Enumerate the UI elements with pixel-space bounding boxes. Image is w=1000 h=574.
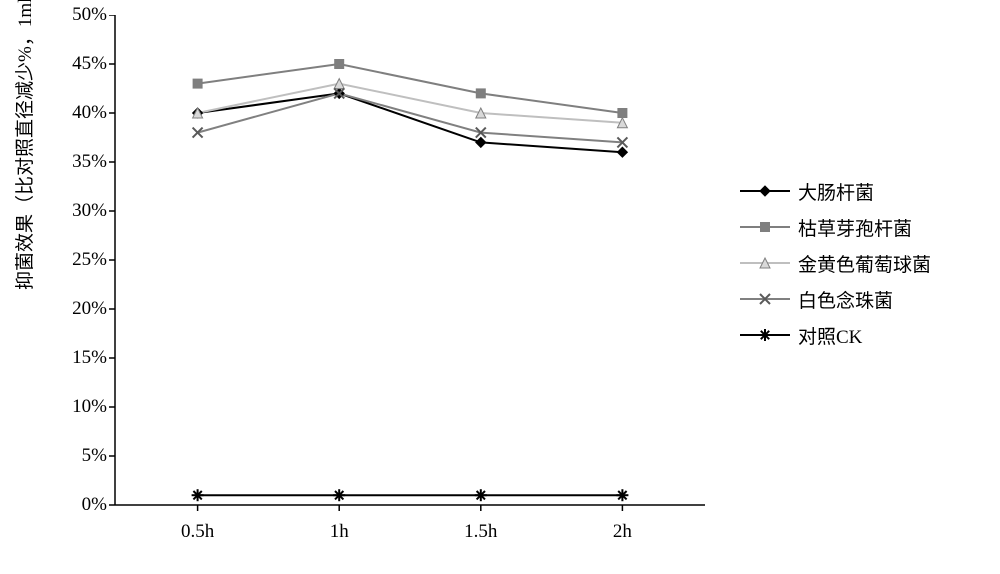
legend-label: 对照CK bbox=[798, 322, 862, 349]
x-tick-label: 1.5h bbox=[464, 521, 497, 543]
legend-item: 枯草芽孢杆菌 bbox=[740, 216, 931, 238]
y-tick-label: 40% bbox=[72, 102, 107, 124]
legend-label: 金黄色葡萄球菌 bbox=[798, 250, 931, 277]
legend-marker bbox=[740, 181, 790, 201]
y-axis-title: 抑菌效果（比对照直径减少%，1ml草药/m3） bbox=[10, 0, 37, 290]
legend-marker bbox=[740, 325, 790, 345]
y-tick-label: 0% bbox=[82, 494, 107, 516]
legend-item: 白色念珠菌 bbox=[740, 288, 931, 310]
plot-area bbox=[115, 15, 705, 505]
y-tick-label: 35% bbox=[72, 151, 107, 173]
plot-svg bbox=[108, 15, 706, 513]
y-tick-label: 10% bbox=[72, 396, 107, 418]
legend-item: 大肠杆菌 bbox=[740, 180, 931, 202]
y-tick-label: 15% bbox=[72, 347, 107, 369]
y-tick-label: 50% bbox=[72, 4, 107, 26]
legend-item: 对照CK bbox=[740, 324, 931, 346]
legend-label: 白色念珠菌 bbox=[798, 286, 893, 313]
legend: 大肠杆菌枯草芽孢杆菌金黄色葡萄球菌白色念珠菌对照CK bbox=[740, 180, 931, 360]
x-tick-label: 1h bbox=[330, 521, 349, 543]
x-tick-label: 0.5h bbox=[181, 521, 214, 543]
legend-label: 大肠杆菌 bbox=[798, 178, 874, 205]
chart-container: 抑菌效果（比对照直径减少%，1ml草药/m3） 0% 5% 10% 15% 20% 25%… bbox=[0, 0, 1000, 574]
y-tick-label: 30% bbox=[72, 200, 107, 222]
y-tick-label: 20% bbox=[72, 298, 107, 320]
legend-marker bbox=[740, 217, 790, 237]
y-tick-label: 5% bbox=[82, 445, 107, 467]
legend-item: 金黄色葡萄球菌 bbox=[740, 252, 931, 274]
legend-label: 枯草芽孢杆菌 bbox=[798, 214, 912, 241]
y-tick-label: 45% bbox=[72, 53, 107, 75]
legend-marker bbox=[740, 253, 790, 273]
x-tick-label: 2h bbox=[613, 521, 632, 543]
y-tick-label: 25% bbox=[72, 249, 107, 271]
legend-marker bbox=[740, 289, 790, 309]
